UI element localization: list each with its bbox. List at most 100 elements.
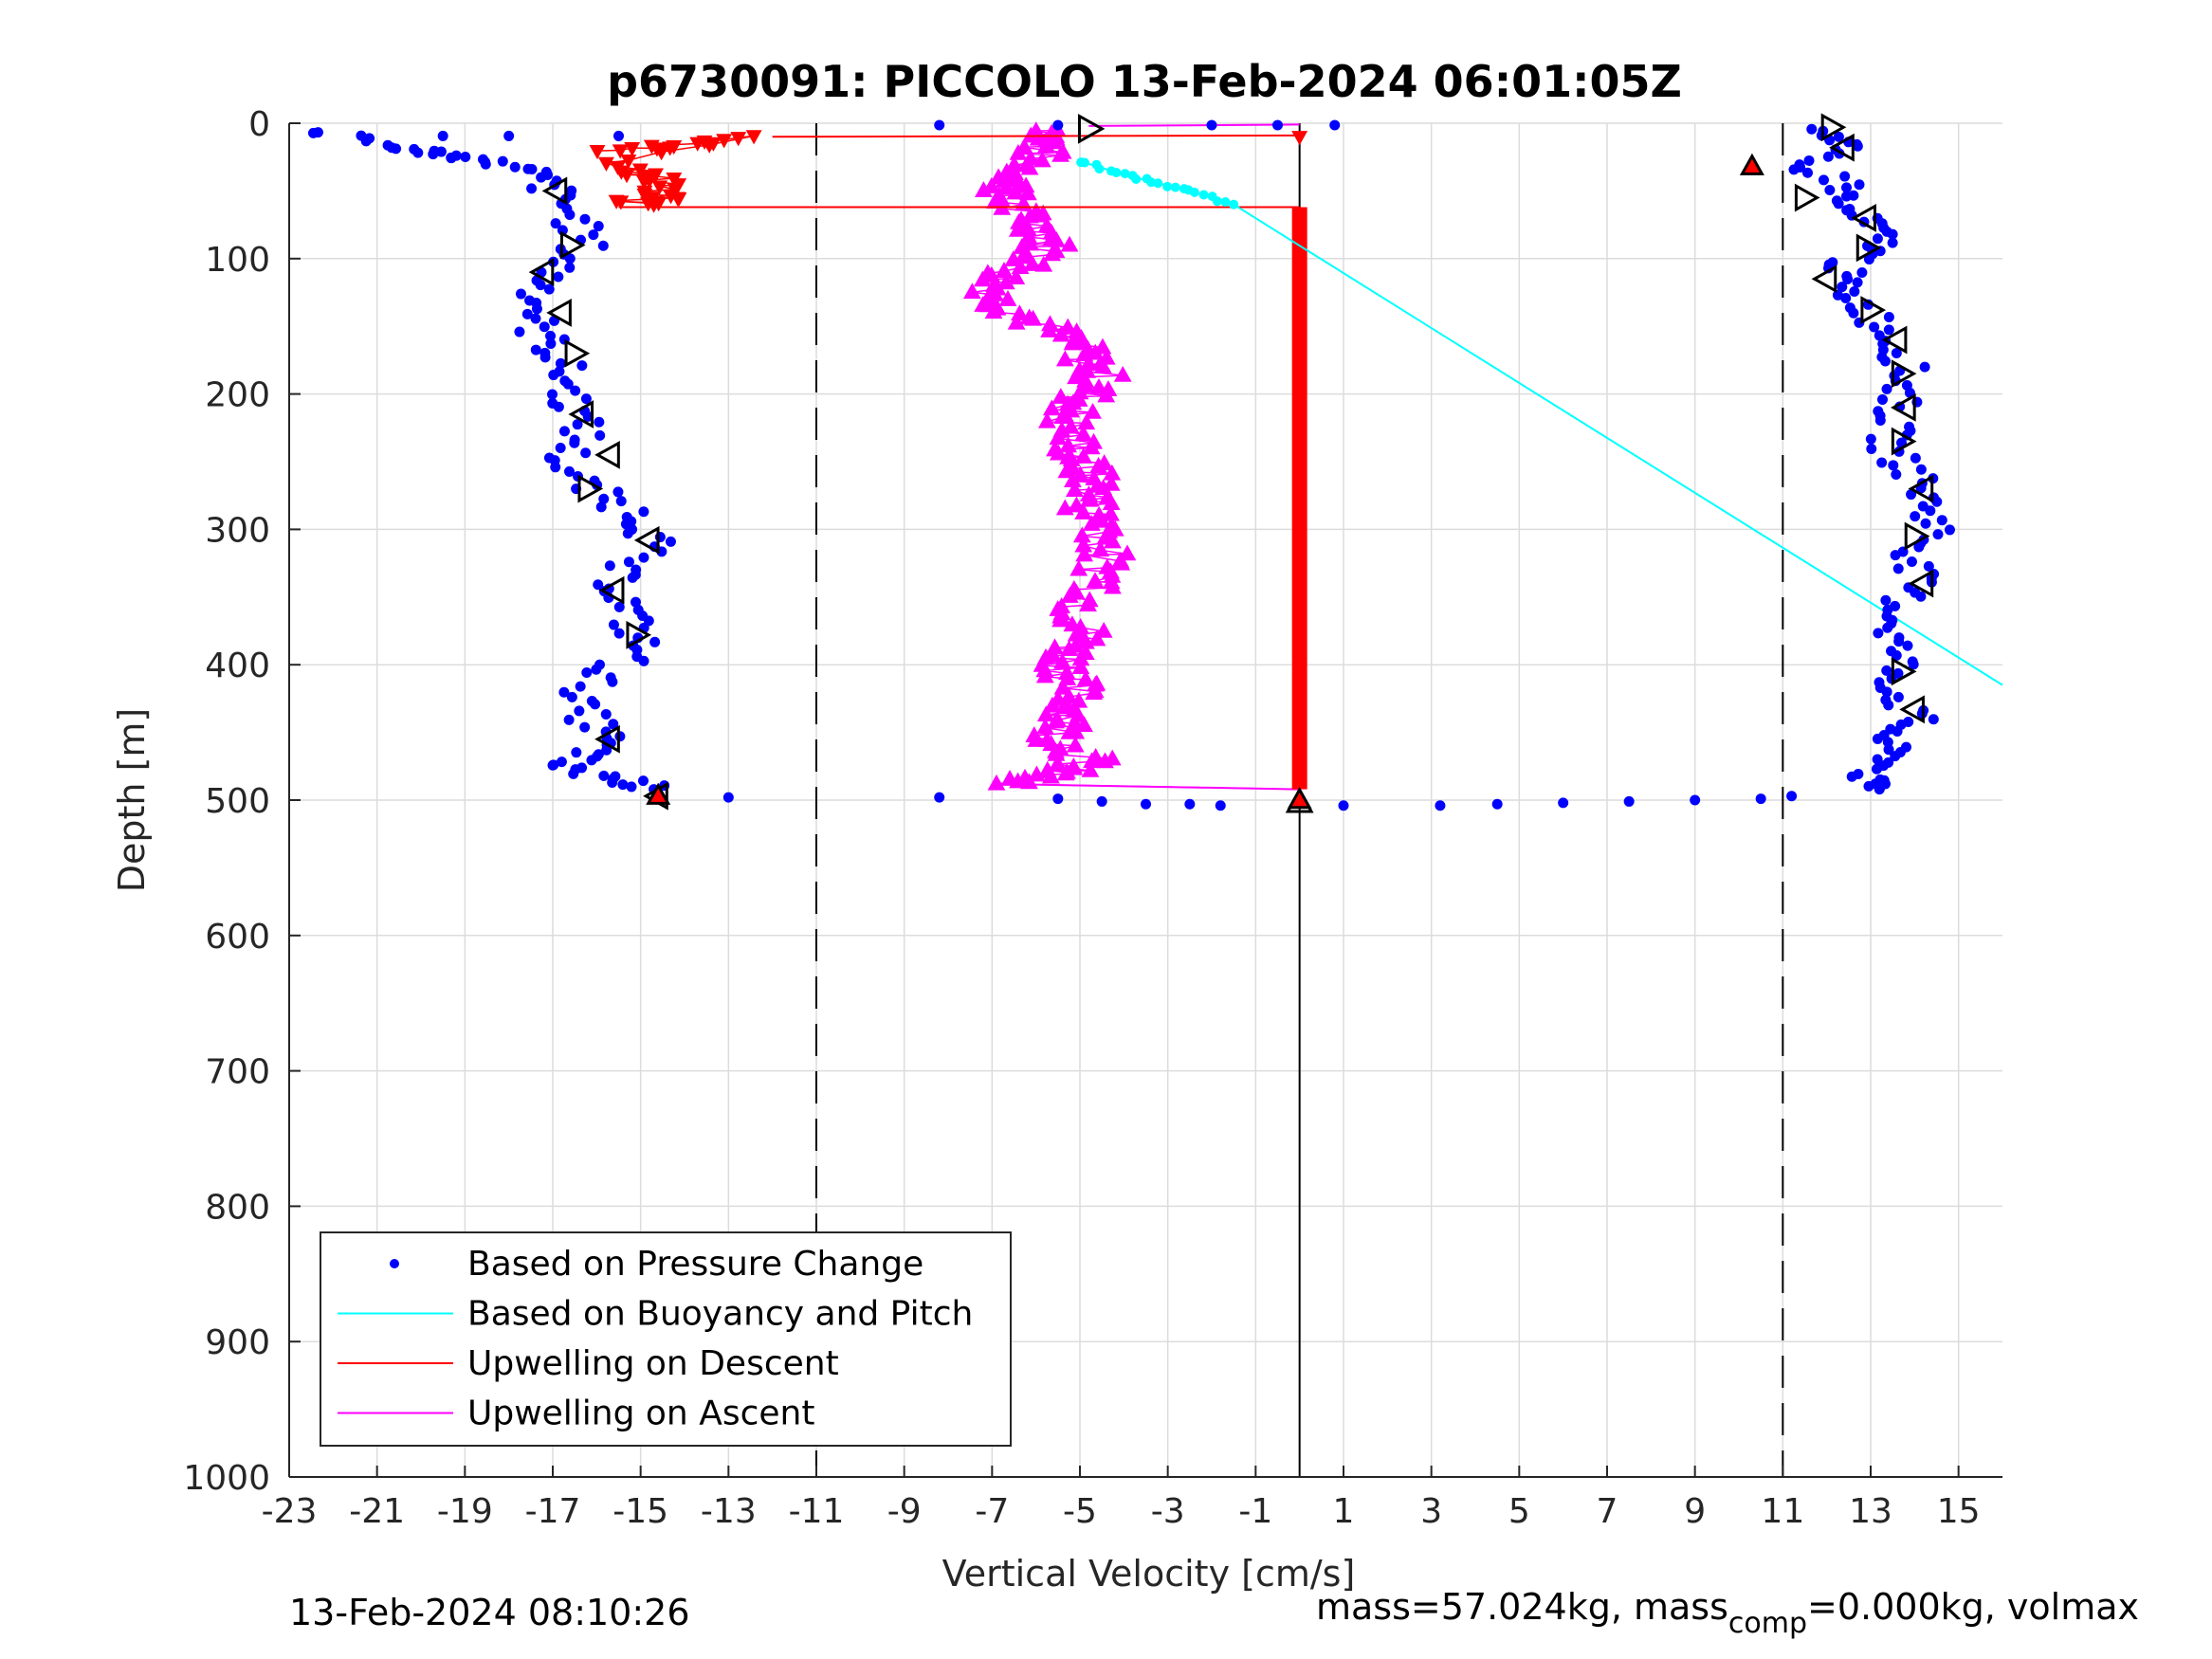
pressure-change-point (435, 146, 447, 157)
descent-marker (598, 575, 625, 605)
pressure-change-point (613, 628, 625, 639)
upwelling-ascent-point (1007, 313, 1026, 330)
pressure-change-point (637, 775, 649, 787)
pressure-change-point (934, 119, 945, 131)
ascent-marker (1891, 359, 1917, 389)
y-tick-label: 1000 (183, 1459, 270, 1498)
upwelling-ascent-point (1056, 764, 1075, 781)
pressure-change-point (1840, 191, 1852, 202)
pressure-change-point (1882, 622, 1893, 633)
pressure-change-point (593, 221, 604, 232)
pressure-change-point (1329, 119, 1341, 131)
mass-prefix: mass=57.024kg, mass (1316, 1586, 1728, 1628)
upwelling-descent-point (651, 180, 668, 195)
upwelling-ascent-point (1027, 765, 1046, 782)
pressure-change-point (1923, 560, 1934, 572)
pressure-change-point (608, 719, 619, 730)
surface-marker (1077, 113, 1106, 144)
upwelling-ascent-point (1037, 137, 1055, 153)
upwelling-ascent-point (1062, 417, 1080, 434)
pressure-change-point (564, 465, 576, 477)
pressure-change-point (1890, 751, 1901, 762)
highlight-marker (1739, 153, 1764, 175)
pressure-change-point (1882, 737, 1893, 748)
pressure-change-point (1931, 496, 1943, 507)
descent-marker (568, 400, 594, 428)
pressure-change-point (1839, 171, 1851, 182)
pressure-change-point (591, 664, 602, 675)
pressure-change-point (1910, 511, 1921, 522)
pressure-change-point (665, 536, 676, 547)
pressure-change-point (580, 447, 592, 459)
pressure-change-point (1915, 591, 1927, 602)
pressure-change-point (1803, 155, 1815, 166)
upwelling-ascent-point (1082, 515, 1101, 531)
upwelling-ascent-point (1060, 722, 1079, 739)
pressure-change-point (558, 426, 570, 437)
pressure-change-point (1874, 784, 1885, 795)
pressure-change-point (1806, 123, 1818, 135)
pressure-change-point (514, 326, 525, 337)
descent-marker (541, 176, 568, 206)
pressure-change-point (1852, 277, 1863, 288)
pressure-change-point (594, 429, 606, 441)
upwelling-descent-point (635, 174, 652, 190)
pressure-change-point (460, 151, 471, 162)
upwelling-ascent-point (998, 290, 1017, 306)
pressure-change-point (1872, 233, 1883, 245)
buoyancy-pitch-point (1111, 167, 1122, 177)
upwelling-ascent-point (1047, 712, 1065, 729)
pressure-change-point (1944, 524, 1955, 536)
pressure-change-point (1842, 273, 1854, 284)
buoyancy-pitch-point (1212, 196, 1222, 207)
upwelling-ascent-point (1060, 587, 1079, 603)
y-tick-labels: 0 100 200 300 400 500 600 700 800 900 1000 (183, 105, 301, 1498)
legend-box (320, 1231, 1012, 1447)
pressure-change-point (562, 378, 574, 390)
pressure-change-point (1883, 324, 1894, 336)
upwelling-ascent-point (1055, 350, 1074, 367)
descent-marker (594, 440, 620, 469)
upwelling-ascent-point (1033, 151, 1051, 168)
pressure-change-point (598, 770, 610, 781)
pressure-change-point (1840, 293, 1852, 304)
pressure-change-point (1890, 550, 1901, 561)
upwelling-ascent-point (1096, 752, 1114, 769)
legend-label: Upwelling on Ascent (467, 1395, 814, 1433)
x-tick-label: 15 (1937, 1492, 1981, 1531)
pressure-change-point (586, 755, 597, 766)
upwelling-ascent-point (1077, 413, 1096, 430)
pressure-change-point (536, 172, 547, 183)
footer-timestamp: 13-Feb-2024 08:10:26 (289, 1592, 690, 1633)
pressure-change-point (360, 136, 372, 147)
pressure-change-point (1913, 541, 1925, 553)
descent-marker (546, 299, 572, 327)
legend: Based on Pressure Change Based on Buoyanc… (320, 1231, 1012, 1447)
pressure-change-point (547, 389, 558, 400)
pressure-change-point (572, 419, 583, 430)
ascent-marker (1908, 569, 1934, 598)
upwelling-ascent-point (1040, 321, 1058, 337)
highlight-marker (1287, 786, 1312, 810)
ascent-marker (1891, 427, 1917, 456)
pressure-change-point (1880, 594, 1892, 606)
x-tick-label: -21 (349, 1492, 405, 1531)
upwelling-ascent-point (1089, 457, 1108, 473)
upwelling-descent-point (1291, 131, 1308, 146)
ascent-marker (1829, 133, 1855, 162)
pressure-change-point (1908, 659, 1919, 670)
pressure-change-point (569, 437, 580, 448)
ascent-marker (1908, 474, 1934, 503)
pressure-change-point (1096, 795, 1107, 807)
upwelling-ascent-top-link (1088, 123, 1300, 127)
pressure-change-point (545, 330, 557, 341)
upwelling-ascent-point (1008, 220, 1027, 237)
pressure-change-point (1833, 131, 1844, 142)
pressure-change-point (570, 385, 581, 396)
pressure-change-point (1891, 649, 1902, 661)
ascent-marker (1856, 233, 1882, 263)
pressure-change-point (1866, 443, 1877, 454)
chart-title: p6730091: PICCOLO 13-Feb-2024 06:01:05Z (607, 56, 1682, 107)
ascent-marker (1881, 325, 1908, 355)
